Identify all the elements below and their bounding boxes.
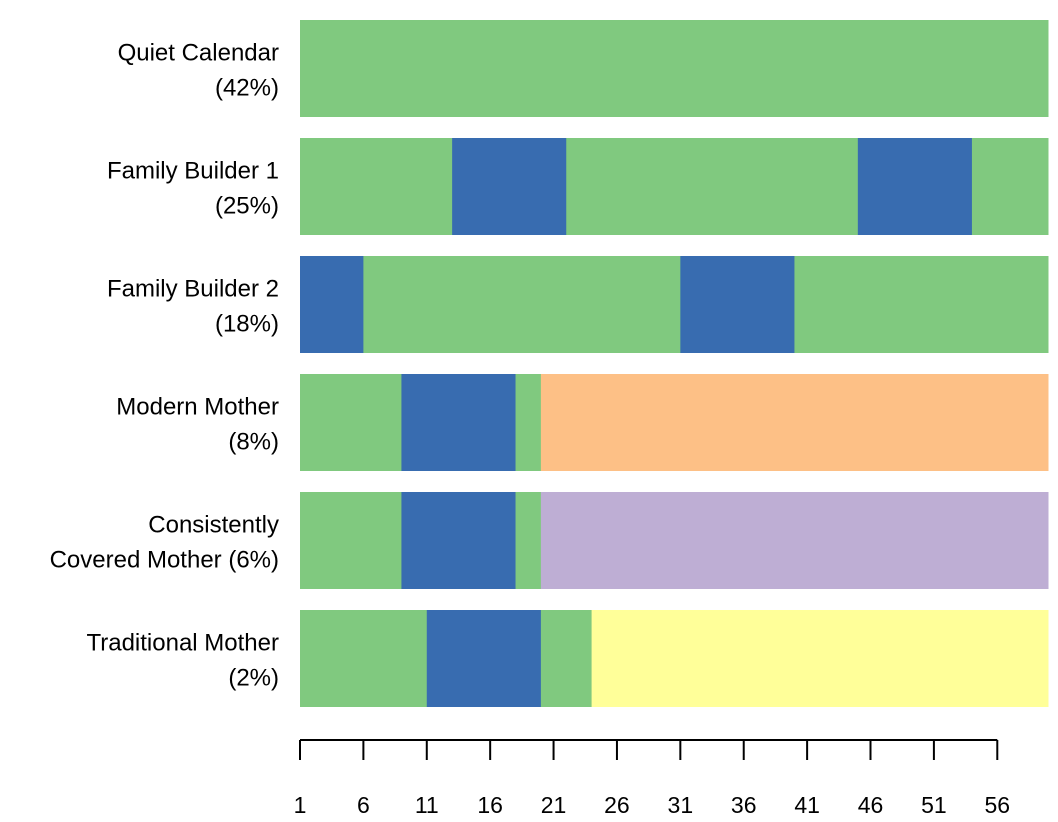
x-tick-label: 1 xyxy=(294,792,307,818)
x-tick-label: 41 xyxy=(794,792,820,818)
segment-green xyxy=(971,138,1049,235)
segment-green xyxy=(300,492,402,589)
x-tick-label: 11 xyxy=(415,792,439,818)
x-tick-label: 26 xyxy=(604,792,630,818)
segment-green xyxy=(794,256,1049,353)
segment-green xyxy=(300,138,453,235)
row-label-line2: (25%) xyxy=(215,193,279,220)
row-label-line2: Covered Mother (6%) xyxy=(50,547,279,574)
sequence-row: Consistently Covered Mother (6%) xyxy=(50,492,1049,589)
x-tick-label: 56 xyxy=(984,792,1010,818)
segment-orange xyxy=(540,374,1049,471)
x-tick-label: 31 xyxy=(668,792,694,818)
segment-blue xyxy=(300,256,364,353)
sequence-row: Traditional Mother (2%) xyxy=(86,610,1049,707)
segment-green xyxy=(300,610,428,707)
row-label-line2: (42%) xyxy=(215,75,279,102)
row-label-line1: Consistently xyxy=(148,512,279,539)
x-tick-label: 21 xyxy=(541,792,567,818)
rows-layer: Quiet Calendar (42%) Family Builder 1 (25%)… xyxy=(50,20,1049,707)
segment-green xyxy=(363,256,681,353)
x-tick-label: 6 xyxy=(357,792,370,818)
row-label-line2: (18%) xyxy=(215,311,279,338)
segment-green xyxy=(540,610,593,707)
segment-blue xyxy=(401,492,517,589)
segment-blue xyxy=(452,138,567,235)
segment-green xyxy=(566,138,859,235)
segment-blue xyxy=(426,610,542,707)
row-label-line2: (2%) xyxy=(228,665,279,692)
x-tick-label: 16 xyxy=(477,792,503,818)
sequence-row: Quiet Calendar (42%) xyxy=(118,20,1049,117)
segment-yellow xyxy=(591,610,1049,707)
sequence-row: Modern Mother (8%) xyxy=(116,374,1049,471)
x-axis: 1 6 11 16 21 26 31 36 41 46 51 56 xyxy=(294,739,1010,818)
segment-purple xyxy=(540,492,1049,589)
segment-green xyxy=(515,492,542,589)
segment-green xyxy=(300,20,1049,117)
row-label-line1: Traditional Mother xyxy=(86,630,279,657)
row-label-line1: Modern Mother xyxy=(116,394,279,421)
segment-green xyxy=(300,374,402,471)
row-label-line1: Family Builder 1 xyxy=(107,158,279,185)
segment-blue xyxy=(680,256,795,353)
x-tick-label: 51 xyxy=(921,792,947,818)
segment-green xyxy=(515,374,542,471)
row-label-line1: Family Builder 2 xyxy=(107,276,279,303)
x-tick-label: 46 xyxy=(858,792,884,818)
row-label-line1: Quiet Calendar xyxy=(118,40,279,67)
x-tick-label: 36 xyxy=(731,792,757,818)
sequence-row: Family Builder 1 (25%) xyxy=(107,138,1049,235)
segment-blue xyxy=(401,374,517,471)
sequence-row: Family Builder 2 (18%) xyxy=(107,256,1049,353)
segment-blue xyxy=(857,138,973,235)
row-label-line2: (8%) xyxy=(228,429,279,456)
